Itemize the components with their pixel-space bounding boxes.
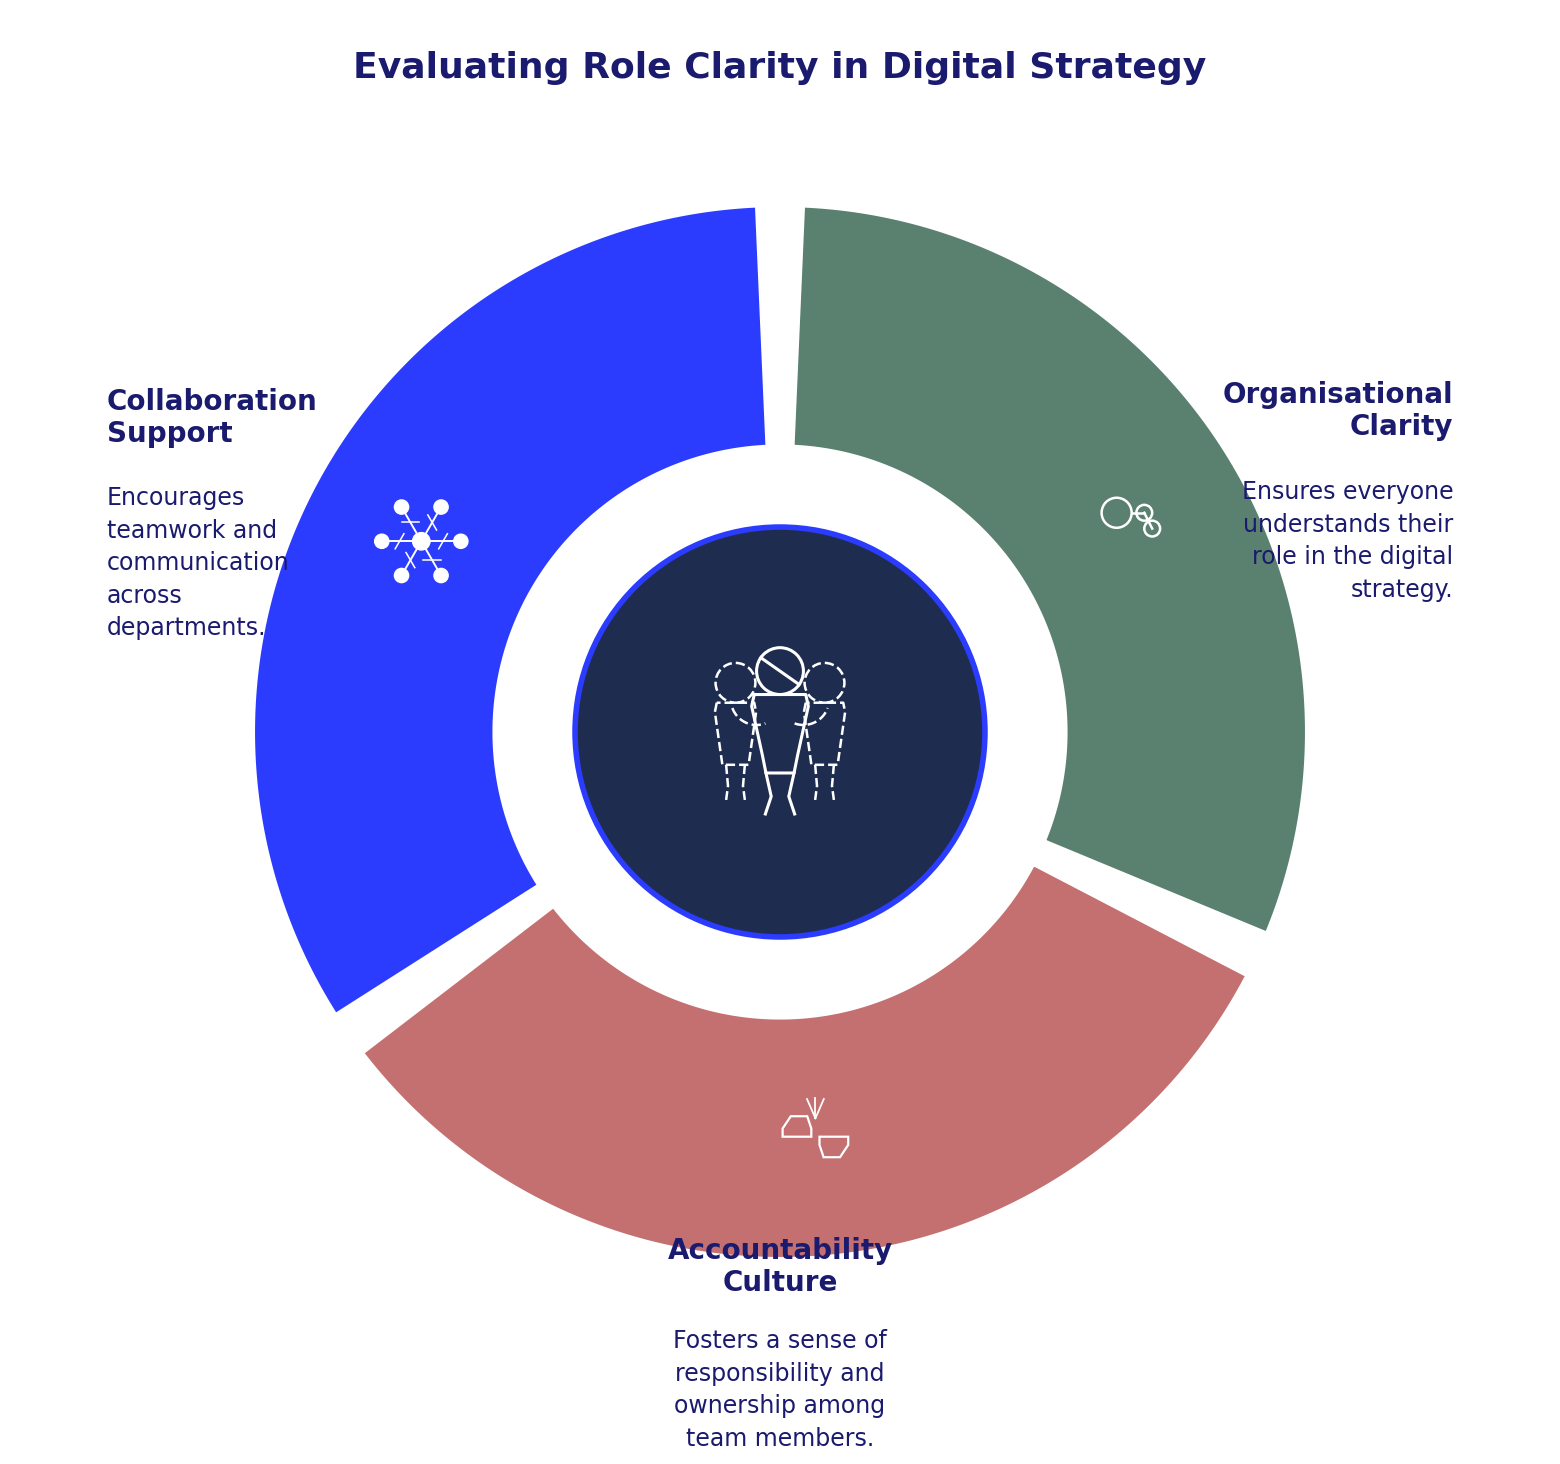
Circle shape <box>495 447 1065 1017</box>
Text: Evaluating Role Clarity in Digital Strategy: Evaluating Role Clarity in Digital Strat… <box>354 51 1206 85</box>
Text: Collaboration
Support: Collaboration Support <box>106 388 317 448</box>
Circle shape <box>576 527 984 937</box>
Circle shape <box>374 534 388 549</box>
Polygon shape <box>792 205 1307 934</box>
Text: Fosters a sense of
responsibility and
ownership among
team members.: Fosters a sense of responsibility and ow… <box>672 1329 888 1451</box>
Circle shape <box>395 499 409 514</box>
Text: Ensures everyone
understands their
role in the digital
strategy.: Ensures everyone understands their role … <box>1242 480 1454 602</box>
Circle shape <box>395 568 409 583</box>
Text: Encourages
teamwork and
communication
across
departments.: Encourages teamwork and communication ac… <box>106 486 289 640</box>
Polygon shape <box>362 864 1248 1259</box>
Circle shape <box>412 533 431 550</box>
Text: Organisational
Clarity: Organisational Clarity <box>1223 381 1454 441</box>
Text: Accountability
Culture: Accountability Culture <box>668 1237 892 1297</box>
Circle shape <box>434 499 448 514</box>
Circle shape <box>434 568 448 583</box>
Circle shape <box>454 534 468 549</box>
Polygon shape <box>253 205 768 1015</box>
